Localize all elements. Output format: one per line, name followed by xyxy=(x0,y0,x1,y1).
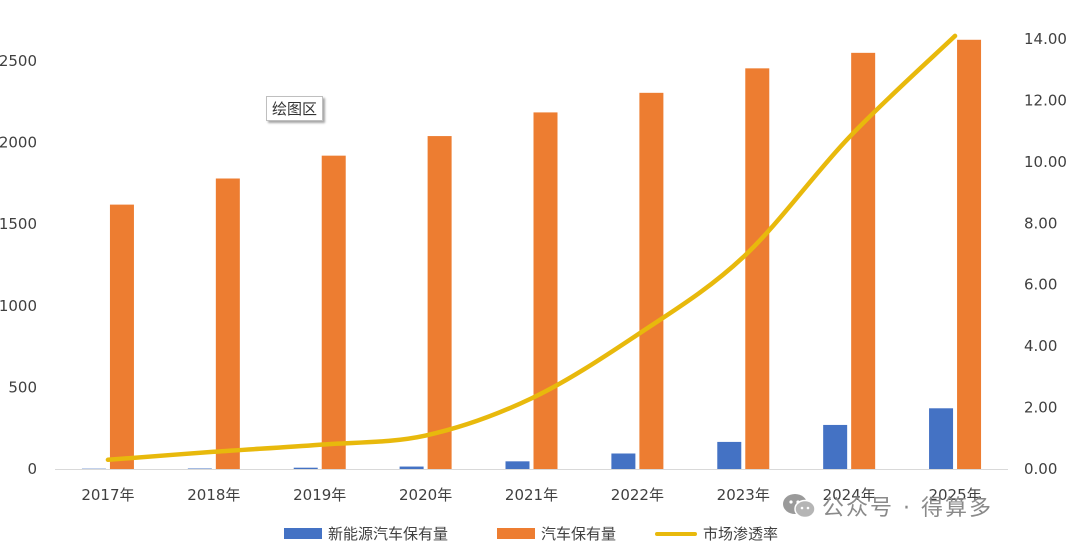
legend-swatch-penetration xyxy=(655,531,697,536)
x-tick-label: 2019年 xyxy=(293,486,346,504)
left-tick-label: 2000 xyxy=(0,134,37,152)
left-tick-label: 0 xyxy=(27,460,37,478)
bars xyxy=(81,39,982,470)
legend-label-nev: 新能源汽车保有量 xyxy=(328,525,449,543)
right-tick-label: 2.00 xyxy=(1024,399,1057,417)
penetration-line xyxy=(105,33,958,463)
x-tick-label: 2022年 xyxy=(611,486,664,504)
bar-nev xyxy=(293,467,318,469)
x-tick-label: 2018年 xyxy=(187,486,240,504)
bar-nev xyxy=(399,466,424,469)
left-tick-label: 500 xyxy=(8,378,37,396)
plot-area-tooltip: 绘图区 xyxy=(266,96,324,121)
watermark-text: 公众号 · 得算多 xyxy=(822,496,993,521)
right-tick-label: 12.00 xyxy=(1024,91,1067,109)
bar-cars xyxy=(321,155,346,469)
left-tick-label: 2500 xyxy=(0,52,37,70)
x-tick-label: 2023年 xyxy=(717,486,770,504)
bar-nev xyxy=(505,461,530,469)
bar-cars xyxy=(109,204,134,469)
bar-cars xyxy=(639,92,664,469)
bar-cars xyxy=(427,136,452,469)
left-tick-label: 1000 xyxy=(0,297,37,315)
wechat-icon xyxy=(783,494,816,519)
legend-swatch-cars xyxy=(497,528,535,539)
right-tick-label: 6.00 xyxy=(1024,276,1057,294)
legend-label-cars: 汽车保有量 xyxy=(541,525,617,543)
bar-nev xyxy=(611,453,636,469)
x-tick-label: 2017年 xyxy=(81,486,134,504)
legend-label-penetration: 市场渗透率 xyxy=(703,525,779,543)
right-tick-label: 4.00 xyxy=(1024,337,1057,355)
left-axis: 0 500 1000 1500 2000 2500 xyxy=(0,52,37,478)
right-axis: 0.00 2.00 4.00 6.00 8.00 10.00 12.00 14.00 xyxy=(1024,30,1067,478)
x-tick-label: 2020年 xyxy=(399,486,452,504)
legend-item-nev[interactable]: 新能源汽车保有量 xyxy=(284,523,448,544)
right-tick-label: 8.00 xyxy=(1024,214,1057,232)
legend: 新能源汽车保有量 汽车保有量 市场渗透率 xyxy=(0,523,1068,547)
bar-nev xyxy=(929,408,954,469)
right-tick-label: 10.00 xyxy=(1024,153,1067,171)
legend-item-cars[interactable]: 汽车保有量 xyxy=(497,523,616,544)
right-tick-label: 0.00 xyxy=(1024,460,1057,478)
legend-item-penetration[interactable]: 市场渗透率 xyxy=(655,523,778,544)
bar-cars xyxy=(745,68,770,470)
left-tick-label: 1500 xyxy=(0,215,37,233)
line-series xyxy=(105,33,958,463)
bar-nev xyxy=(823,424,848,469)
bar-cars xyxy=(533,112,558,470)
x-tick-label: 2021年 xyxy=(505,486,558,504)
x-tick-label: 2025年 xyxy=(928,486,981,504)
bar-nev xyxy=(717,441,742,469)
bar-cars xyxy=(215,178,240,469)
x-tick-label: 2024年 xyxy=(823,486,876,504)
right-tick-label: 14.00 xyxy=(1024,30,1067,48)
watermark: 公众号 · 得算多 xyxy=(782,490,993,522)
x-axis: 2017年 2018年 2019年 2020年 2021年 2022年 2023年 2024年… xyxy=(81,486,981,504)
legend-swatch-nev xyxy=(284,528,322,539)
bar-cars xyxy=(957,39,982,470)
